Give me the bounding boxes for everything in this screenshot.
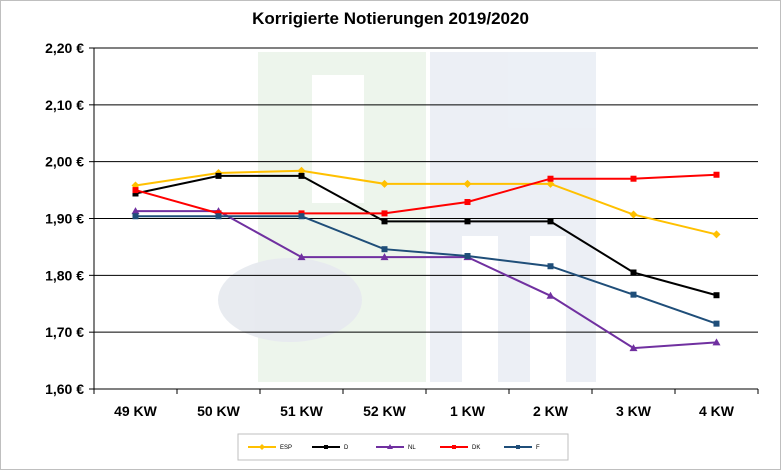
legend-marker-f xyxy=(516,445,520,449)
legend: ESP D NL DK F xyxy=(237,433,569,461)
data-point-nl xyxy=(131,207,140,215)
y-tick-label: 2,10 € xyxy=(45,97,84,113)
data-point-f xyxy=(464,253,471,260)
data-point-esp xyxy=(712,230,721,239)
legend-label-esp: ESP xyxy=(280,445,292,451)
data-point-d xyxy=(298,172,305,179)
data-point-f xyxy=(298,213,305,220)
y-tick-label: 1,70 € xyxy=(45,324,84,340)
legend-label-dk: DK xyxy=(472,445,480,451)
series-lines xyxy=(131,166,721,352)
data-point-d xyxy=(547,218,554,225)
data-point-esp xyxy=(463,179,472,188)
x-tick-label: 50 KW xyxy=(197,403,241,419)
data-point-d xyxy=(713,292,720,299)
data-point-f xyxy=(132,213,139,220)
data-point-f xyxy=(713,320,720,327)
data-point-d xyxy=(132,190,139,197)
x-tick-label: 2 KW xyxy=(533,403,569,419)
data-point-d xyxy=(381,218,388,225)
y-tick-label: 2,20 € xyxy=(45,40,84,56)
data-point-dk xyxy=(132,187,139,194)
chart-title: Korrigierte Notierungen 2019/2020 xyxy=(252,9,529,28)
x-tick-label: 51 KW xyxy=(280,403,324,419)
data-point-dk xyxy=(464,199,471,206)
x-tick-label: 4 KW xyxy=(699,403,735,419)
legend-marker-esp xyxy=(259,444,265,450)
y-tick-label: 1,60 € xyxy=(45,381,84,397)
legend-label-nl: NL xyxy=(408,445,416,451)
legend-label-f: F xyxy=(536,445,540,451)
data-point-esp xyxy=(629,210,638,219)
watermark-logo xyxy=(218,52,596,382)
axes xyxy=(93,48,758,390)
data-point-d xyxy=(630,269,637,276)
series-line-dk xyxy=(135,173,717,215)
series-line-f xyxy=(135,215,717,325)
data-point-d xyxy=(215,172,222,179)
y-tick-label: 1,80 € xyxy=(45,267,84,283)
series-d xyxy=(132,172,720,299)
legend-label-d: D xyxy=(344,445,349,451)
data-point-f xyxy=(215,213,222,220)
data-point-nl xyxy=(380,253,389,261)
data-point-dk xyxy=(713,171,720,178)
data-point-d xyxy=(464,218,471,225)
legend-marker-nl xyxy=(387,444,393,449)
data-point-nl xyxy=(297,253,306,261)
data-point-f xyxy=(381,246,388,253)
legend-marker-d xyxy=(324,445,328,449)
x-tick-label: 1 KW xyxy=(450,403,486,419)
data-point-dk xyxy=(630,175,637,182)
series-f xyxy=(132,213,720,327)
data-point-nl xyxy=(546,291,555,299)
x-tick-label: 3 KW xyxy=(616,403,652,419)
data-point-esp xyxy=(546,179,555,188)
series-line-esp xyxy=(135,169,717,236)
data-point-dk xyxy=(547,175,554,182)
series-line-nl xyxy=(135,210,717,350)
data-point-f xyxy=(547,263,554,270)
data-point-nl xyxy=(629,344,638,352)
x-axis-ticks: 49 KW 50 KW 51 KW 52 KW 1 KW 2 KW 3 KW 4 KW xyxy=(93,389,759,419)
y-axis-ticks: 2,20 € 2,10 € 2,00 € 1,90 € 1,80 € 1,70 € 1,60… xyxy=(45,40,94,397)
data-point-esp xyxy=(297,166,306,175)
series-line-d xyxy=(135,174,717,297)
data-point-esp xyxy=(380,179,389,188)
y-tick-label: 1,90 € xyxy=(45,211,84,227)
data-point-dk xyxy=(381,210,388,217)
legend-marker-dk xyxy=(452,445,456,449)
x-tick-label: 49 KW xyxy=(114,403,158,419)
data-point-nl xyxy=(712,338,721,346)
data-point-f xyxy=(630,291,637,298)
x-tick-label: 52 KW xyxy=(363,403,407,419)
y-tick-label: 2,00 € xyxy=(45,154,84,170)
